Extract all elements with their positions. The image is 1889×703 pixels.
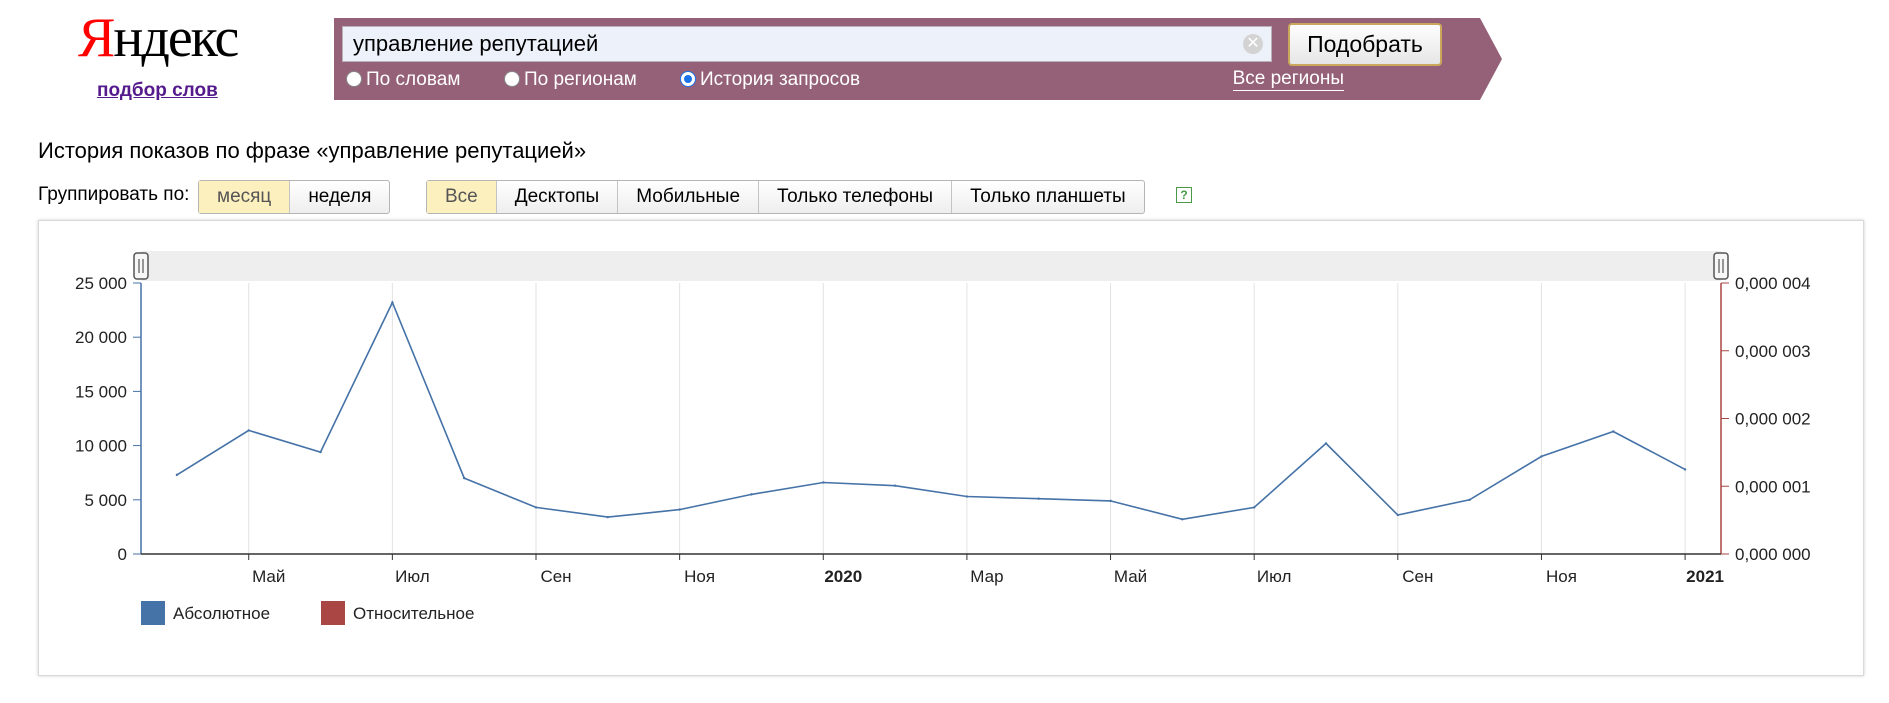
x-tick-label: Май <box>1114 567 1147 586</box>
data-point <box>1468 498 1471 501</box>
data-point <box>1396 513 1400 517</box>
legend-swatch <box>141 601 165 625</box>
data-point <box>1324 442 1328 445</box>
group-week-button[interactable]: неделя <box>308 186 372 207</box>
x-tick-label: Сен <box>540 567 571 586</box>
left-tick-label: 10 000 <box>75 437 127 456</box>
search-input[interactable]: управление репутацией ✕ <box>342 26 1272 62</box>
logo-first-letter: Я <box>78 7 115 69</box>
data-point <box>822 481 825 484</box>
group-label: Группировать по: <box>38 184 190 205</box>
radio-selected-icon[interactable] <box>680 71 696 87</box>
navigator-bar <box>141 251 1721 281</box>
data-point <box>750 493 753 496</box>
x-tick-label: Мар <box>970 567 1003 586</box>
left-tick-label: 5 000 <box>84 491 127 510</box>
right-tick-label: 0,000 004 <box>1735 274 1811 293</box>
data-point <box>247 429 250 432</box>
mode-radio-words[interactable]: По словам <box>346 68 460 92</box>
history-chart: 0 5 000 10 000 15 000 20 000 25 000 0,000 000 0… <box>75 251 1811 625</box>
data-point <box>534 506 538 509</box>
chart-container: 0 5 000 10 000 15 000 20 000 25 000 0,000 000 0… <box>38 220 1864 676</box>
all-regions-link[interactable]: Все регионы <box>1232 68 1344 91</box>
data-point <box>1540 455 1543 458</box>
data-point <box>678 508 681 511</box>
clear-icon[interactable]: ✕ <box>1243 34 1263 54</box>
legend-label: Относительное <box>353 604 474 623</box>
x-tick-label: Сен <box>1402 567 1433 586</box>
wordstat-link[interactable]: подбор слов <box>97 80 218 101</box>
data-point <box>1181 518 1184 521</box>
mode-radio-regions[interactable]: По регионам <box>504 68 637 92</box>
data-point <box>965 495 969 498</box>
mode-label: По регионам <box>524 69 637 90</box>
help-icon[interactable]: ? <box>1176 187 1192 203</box>
radio-icon[interactable] <box>504 71 520 87</box>
data-point <box>1683 468 1687 471</box>
search-query: управление репутацией <box>353 31 599 56</box>
device-desktop-button[interactable]: Десктопы <box>497 181 619 213</box>
device-phones-button[interactable]: Только телефоны <box>759 181 953 213</box>
left-tick-label: 0 <box>118 545 127 564</box>
x-tick-label: Ноя <box>1546 567 1577 586</box>
device-switch: Все Десктопы Мобильные Только телефоны Т… <box>426 180 1145 214</box>
left-tick-label: 20 000 <box>75 328 127 347</box>
navigator-handle-left[interactable] <box>133 252 149 280</box>
right-tick-label: 0,000 001 <box>1735 477 1811 496</box>
x-tick-label: Июл <box>395 567 430 586</box>
device-all-button[interactable]: Все <box>427 181 497 213</box>
mode-radio-history[interactable]: История запросов <box>680 68 860 92</box>
data-point <box>319 450 322 454</box>
data-point <box>462 476 466 480</box>
mode-label: По словам <box>366 69 461 90</box>
yandex-logo[interactable]: Яндекс <box>78 6 239 70</box>
data-point <box>175 473 179 477</box>
legend-label: Абсолютное <box>173 604 270 623</box>
grouping-switch: месяц неделя <box>198 180 391 214</box>
data-point <box>606 515 610 519</box>
x-tick-label: Июл <box>1257 567 1292 586</box>
radio-icon[interactable] <box>346 71 362 87</box>
logo-rest: ндекс <box>113 7 239 69</box>
data-point <box>1109 499 1112 503</box>
right-tick-label: 0,000 003 <box>1735 342 1811 361</box>
x-tick-label: 2021 <box>1686 567 1724 586</box>
x-tick-label: 2020 <box>824 567 862 586</box>
group-month-button[interactable]: месяц <box>199 181 291 213</box>
device-tablets-button[interactable]: Только планшеты <box>970 186 1126 207</box>
left-tick-label: 15 000 <box>75 382 127 401</box>
legend-swatch <box>321 601 345 625</box>
data-point <box>1612 430 1615 433</box>
search-panel: управление репутацией ✕ Подобрать По сло… <box>334 18 1502 100</box>
data-point <box>893 484 897 487</box>
data-point <box>391 301 394 304</box>
device-mobile-button[interactable]: Мобильные <box>618 181 760 213</box>
data-point <box>1252 506 1256 509</box>
mode-label: История запросов <box>700 69 861 90</box>
navigator-handle-right[interactable] <box>1713 252 1729 280</box>
x-tick-label: Май <box>252 567 285 586</box>
page-title: История показов по фразе «управление реп… <box>38 138 587 163</box>
right-tick-label: 0,000 000 <box>1735 545 1811 564</box>
data-point <box>1037 497 1040 500</box>
right-tick-label: 0,000 002 <box>1735 410 1811 429</box>
x-tick-label: Ноя <box>684 567 715 586</box>
submit-button[interactable]: Подобрать <box>1288 23 1442 66</box>
left-tick-label: 25 000 <box>75 274 127 293</box>
series-line-absolute <box>176 300 1686 521</box>
